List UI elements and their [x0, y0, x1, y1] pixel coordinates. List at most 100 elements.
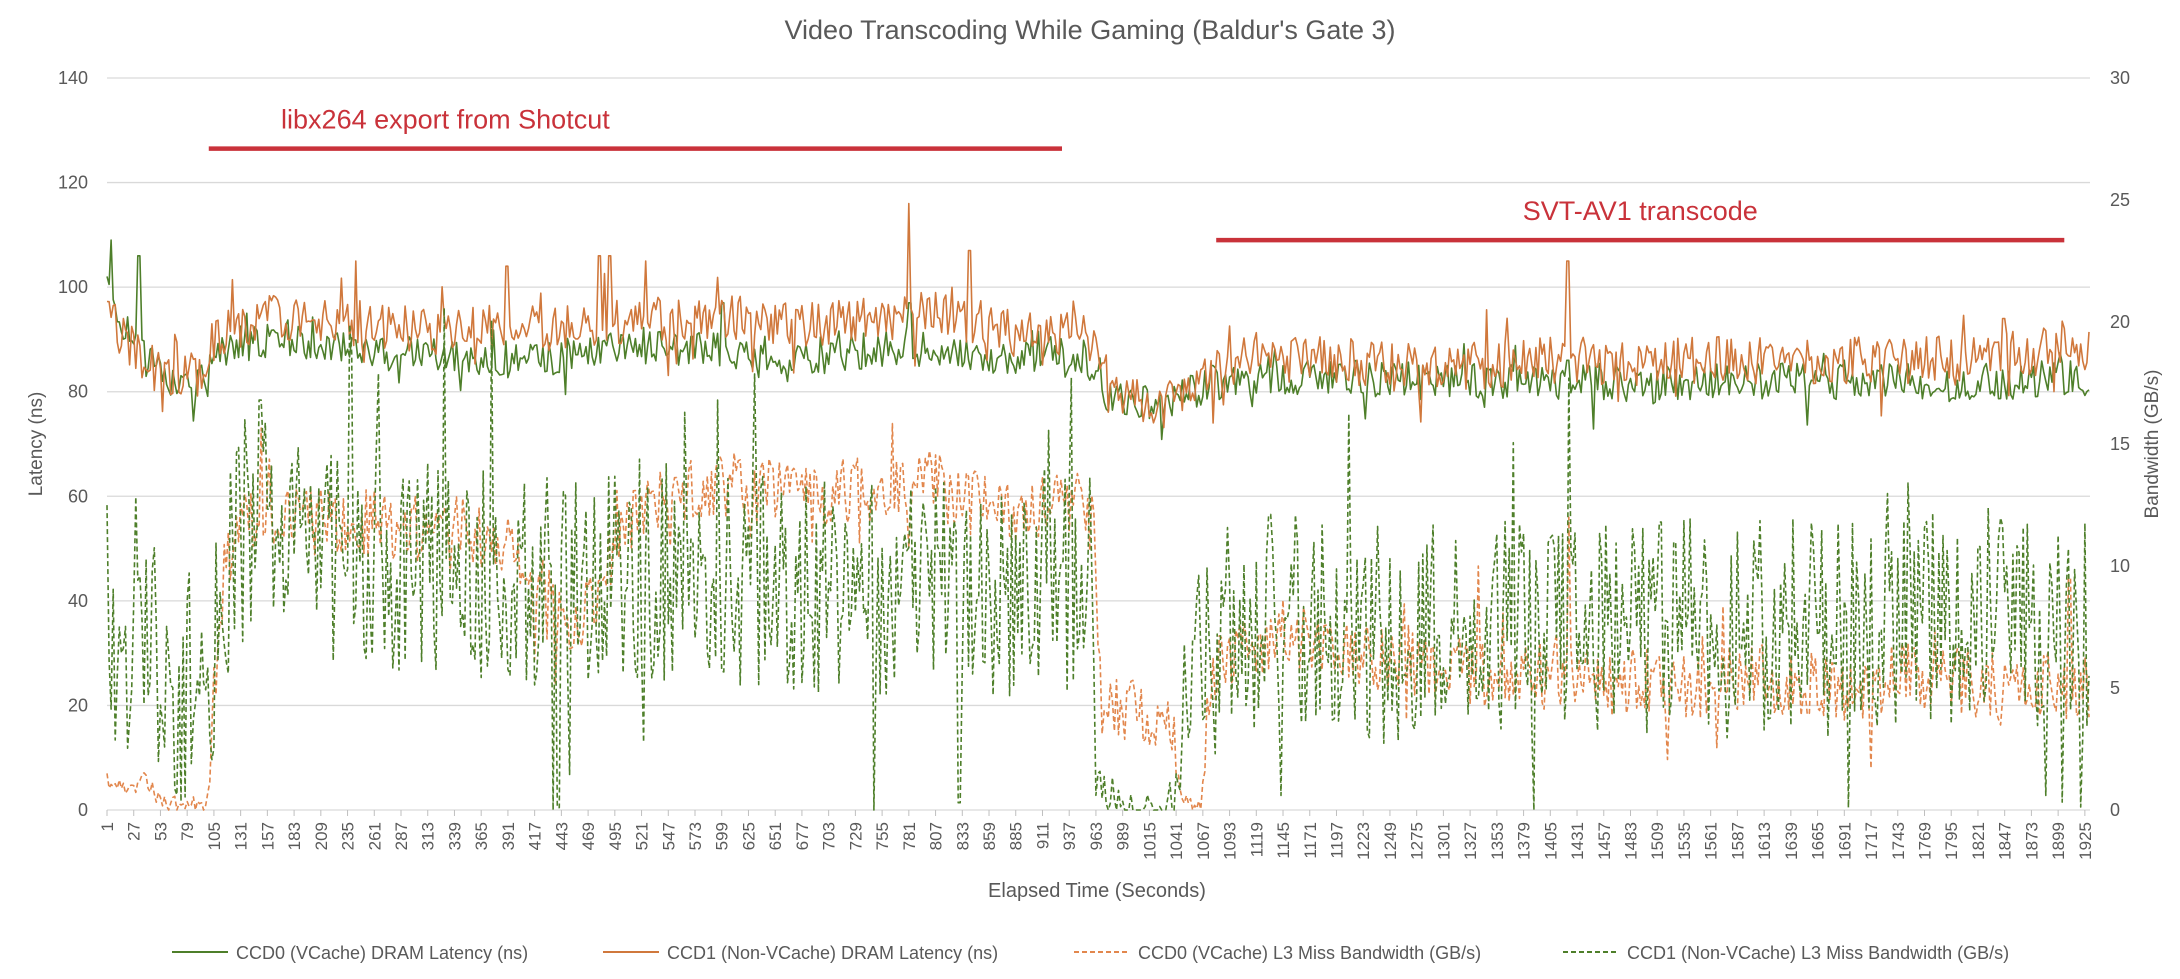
- x-tick-label: 313: [419, 822, 438, 850]
- x-tick-label: 1379: [1515, 822, 1534, 860]
- legend-label-2: CCD1 (Non-VCache) DRAM Latency (ns): [667, 943, 998, 963]
- x-tick-label: 261: [365, 822, 384, 850]
- x-tick-label: 1795: [1942, 822, 1961, 860]
- x-tick-label: 417: [526, 822, 545, 850]
- x-tick-label: 677: [793, 822, 812, 850]
- x-tick-label: 1925: [2076, 822, 2095, 860]
- x-tick-label: 1015: [1140, 822, 1159, 860]
- x-tick-label: 521: [633, 822, 652, 850]
- x-tick-label: 469: [579, 822, 598, 850]
- x-tick-label: 1873: [2022, 822, 2041, 860]
- x-axis-title: Elapsed Time (Seconds): [988, 880, 1206, 902]
- x-tick-label: 1431: [1568, 822, 1587, 860]
- x-tick-label: 1327: [1461, 822, 1480, 860]
- y-tick-label-left: 80: [68, 382, 88, 402]
- x-tick-label: 1483: [1621, 822, 1640, 860]
- x-tick-label: 1561: [1702, 822, 1721, 860]
- x-tick-label: 53: [151, 822, 170, 841]
- x-tick-label: 1223: [1354, 822, 1373, 860]
- legend-label-3: CCD0 (VCache) L3 Miss Bandwidth (GB/s): [1138, 943, 1481, 963]
- y-tick-label-left: 120: [58, 173, 88, 193]
- x-tick-label: 1821: [1969, 822, 1988, 860]
- x-tick-label: 79: [178, 822, 197, 841]
- x-tick-label: 391: [499, 822, 518, 850]
- x-tick-label: 573: [686, 822, 705, 850]
- x-tick-label: 833: [953, 822, 972, 850]
- x-tick-label: 1067: [1194, 822, 1213, 860]
- x-tick-label: 599: [713, 822, 732, 850]
- plot-series: [106, 202, 2090, 811]
- x-tick-label: 1171: [1301, 822, 1320, 859]
- x-tick-label: 157: [258, 822, 277, 850]
- x-tick-label: 1353: [1488, 822, 1507, 860]
- x-tick-label: 1275: [1408, 822, 1427, 860]
- x-tick-label: 235: [339, 822, 358, 850]
- x-tick-label: 781: [900, 822, 919, 850]
- y-tick-label-left: 100: [58, 277, 88, 297]
- x-tick-label: 1405: [1541, 822, 1560, 860]
- y-axis-left: 0 20 40 60 80 100 120 140: [58, 68, 88, 820]
- legend-label-4: CCD1 (Non-VCache) L3 Miss Bandwidth (GB/…: [1627, 943, 2009, 963]
- x-tick-label: 1717: [1862, 822, 1881, 860]
- x-tick-label: 651: [766, 822, 785, 850]
- x-tick-label: 1847: [1996, 822, 2015, 860]
- series-line-2: [106, 202, 2090, 429]
- legend-label-1: CCD0 (VCache) DRAM Latency (ns): [236, 943, 528, 963]
- y-axis-title-right: Bandwidth (GB/s): [2142, 370, 2163, 519]
- x-tick-label: 1639: [1782, 822, 1801, 860]
- y-tick-label-right: 15: [2110, 434, 2130, 454]
- x-tick-label: 807: [927, 822, 946, 850]
- series-line-1: [106, 239, 2090, 441]
- x-tick-label: 729: [846, 822, 865, 850]
- y-tick-label-left: 20: [68, 695, 88, 715]
- x-tick-label: 1119: [1247, 822, 1266, 857]
- y-tick-label-right: 20: [2110, 312, 2130, 332]
- y-tick-label-right: 10: [2110, 556, 2130, 576]
- x-tick-label: 209: [312, 822, 331, 850]
- y-axis-right: 0 5 10 15 20 25 30: [2110, 68, 2130, 820]
- x-tick-label: 287: [392, 822, 411, 850]
- x-tick-label: 1691: [1835, 822, 1854, 860]
- x-tick-label: 1613: [1755, 822, 1774, 860]
- x-tick-label: 339: [445, 822, 464, 850]
- x-tick-label: 703: [820, 822, 839, 850]
- x-tick-label: 625: [739, 822, 758, 850]
- series-line-3: [106, 422, 2090, 811]
- x-tick-label: 1: [98, 822, 117, 831]
- x-tick-label: 1041: [1167, 822, 1186, 860]
- x-tick-label: 495: [606, 822, 625, 850]
- x-tick-label: 1769: [1915, 822, 1934, 860]
- x-tick-label: 443: [552, 822, 571, 850]
- x-tick-label: 183: [285, 822, 304, 850]
- x-tick-label: 1899: [2049, 822, 2068, 860]
- x-tick-label: 989: [1114, 822, 1133, 850]
- x-tick-label: 1743: [1889, 822, 1908, 860]
- x-tick-label: 1509: [1648, 822, 1667, 860]
- x-tick-label: 885: [1007, 822, 1026, 850]
- x-tick-label: 105: [205, 822, 224, 850]
- x-tick-label: 1093: [1221, 822, 1240, 860]
- x-tick-label: 131: [232, 822, 251, 850]
- y-tick-label-left: 60: [68, 486, 88, 506]
- x-tick-label: 1301: [1434, 822, 1453, 860]
- x-tick-label: 1145: [1274, 822, 1293, 859]
- y-tick-label-right: 0: [2110, 800, 2120, 820]
- y-tick-label-right: 30: [2110, 68, 2130, 88]
- x-tick-label: 27: [125, 822, 144, 841]
- x-tick-label: 755: [873, 822, 892, 850]
- x-tick-label: 1457: [1595, 822, 1614, 860]
- annotations: libx264 export from Shotcut SVT-AV1 trans…: [208, 105, 2065, 243]
- y-tick-label-left: 40: [68, 591, 88, 611]
- y-tick-label-left: 0: [78, 800, 88, 820]
- x-tick-label: 911: [1033, 822, 1052, 849]
- series-line-4: [106, 307, 2090, 811]
- x-axis: 1 27 53 79 105 131 157 183 209 235 261 287 313 339 365…: [98, 810, 2095, 860]
- chart-title: Video Transcoding While Gaming (Baldur's…: [785, 15, 1396, 45]
- y-axis-title-left: Latency (ns): [26, 392, 47, 497]
- annotation-label-2: SVT-AV1 transcode: [1523, 196, 1758, 226]
- y-tick-label-left: 140: [58, 68, 88, 88]
- x-tick-label: 1535: [1675, 822, 1694, 860]
- x-tick-label: 859: [980, 822, 999, 850]
- x-tick-label: 1587: [1728, 822, 1747, 860]
